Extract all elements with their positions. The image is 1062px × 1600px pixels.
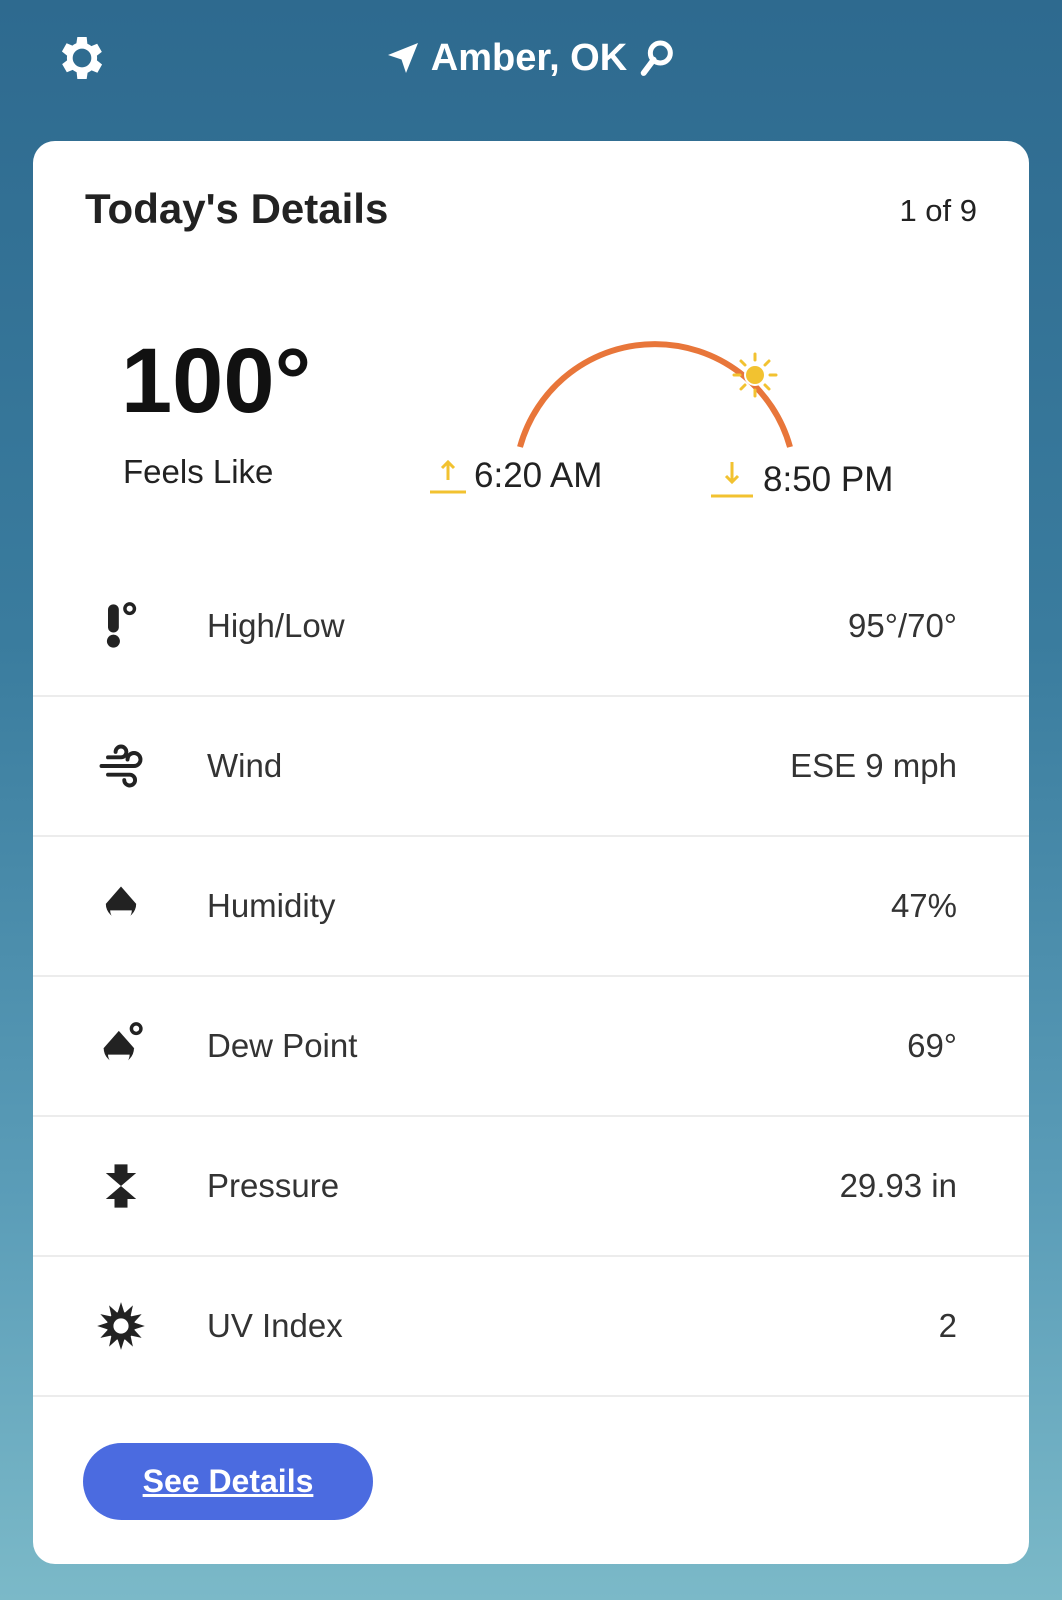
card-title: Today's Details <box>85 185 389 232</box>
detail-value: 29.93 in <box>839 1167 957 1204</box>
detail-label: UV Index <box>207 1307 343 1344</box>
feels-like-value: 100° <box>121 330 312 432</box>
detail-label: High/Low <box>207 607 345 644</box>
detail-value: ESE 9 mph <box>790 747 957 784</box>
dew-point-icon <box>103 1022 143 1066</box>
detail-row-high-low: High/Low 95°/70° <box>33 557 1029 697</box>
sunrise: 6:20 AM <box>428 456 602 496</box>
humidity-drop-icon <box>105 886 137 922</box>
pressure-icon <box>105 1164 137 1208</box>
gear-icon[interactable] <box>54 30 110 86</box>
feels-like-label: Feels Like <box>123 453 274 490</box>
sun-icon <box>732 352 778 398</box>
sunset-icon <box>711 462 753 498</box>
sunset-time: 8:50 PM <box>763 460 894 499</box>
location-header[interactable]: Amber, OK <box>0 30 1062 86</box>
uv-sun-icon <box>97 1302 145 1350</box>
see-details-button[interactable]: See Details <box>83 1443 373 1520</box>
detail-label: Dew Point <box>207 1027 358 1064</box>
sunset: 8:50 PM <box>709 458 893 500</box>
detail-value: 2 <box>938 1307 957 1344</box>
sunrise-time: 6:20 AM <box>474 456 603 495</box>
detail-label: Pressure <box>207 1167 340 1204</box>
detail-label: Wind <box>207 747 283 784</box>
thermometer-icon <box>106 602 137 648</box>
detail-value: 47% <box>890 887 957 924</box>
detail-row-uv-index: UV Index 2 <box>33 1257 1029 1397</box>
detail-row-humidity: Humidity 47% <box>33 837 1029 977</box>
todays-details-card: Today's Details 1 of 9 100° Feels Like 6… <box>33 141 1029 1564</box>
detail-value: 69° <box>907 1027 957 1064</box>
sun-arc <box>517 341 793 448</box>
location-name[interactable]: Amber, OK <box>430 36 628 79</box>
search-icon[interactable] <box>637 37 677 79</box>
wind-icon <box>99 744 143 788</box>
sun-path-arc <box>517 341 793 448</box>
detail-value: 95°/70° <box>848 607 957 644</box>
detail-row-dew-point: Dew Point 69° <box>33 977 1029 1117</box>
page-indicator: 1 of 9 <box>899 193 977 228</box>
detail-row-wind: Wind ESE 9 mph <box>33 697 1029 837</box>
location-arrow-icon <box>387 43 418 73</box>
detail-row-pressure: Pressure 29.93 in <box>33 1117 1029 1257</box>
sunrise-icon <box>430 459 466 494</box>
detail-label: Humidity <box>207 887 336 924</box>
